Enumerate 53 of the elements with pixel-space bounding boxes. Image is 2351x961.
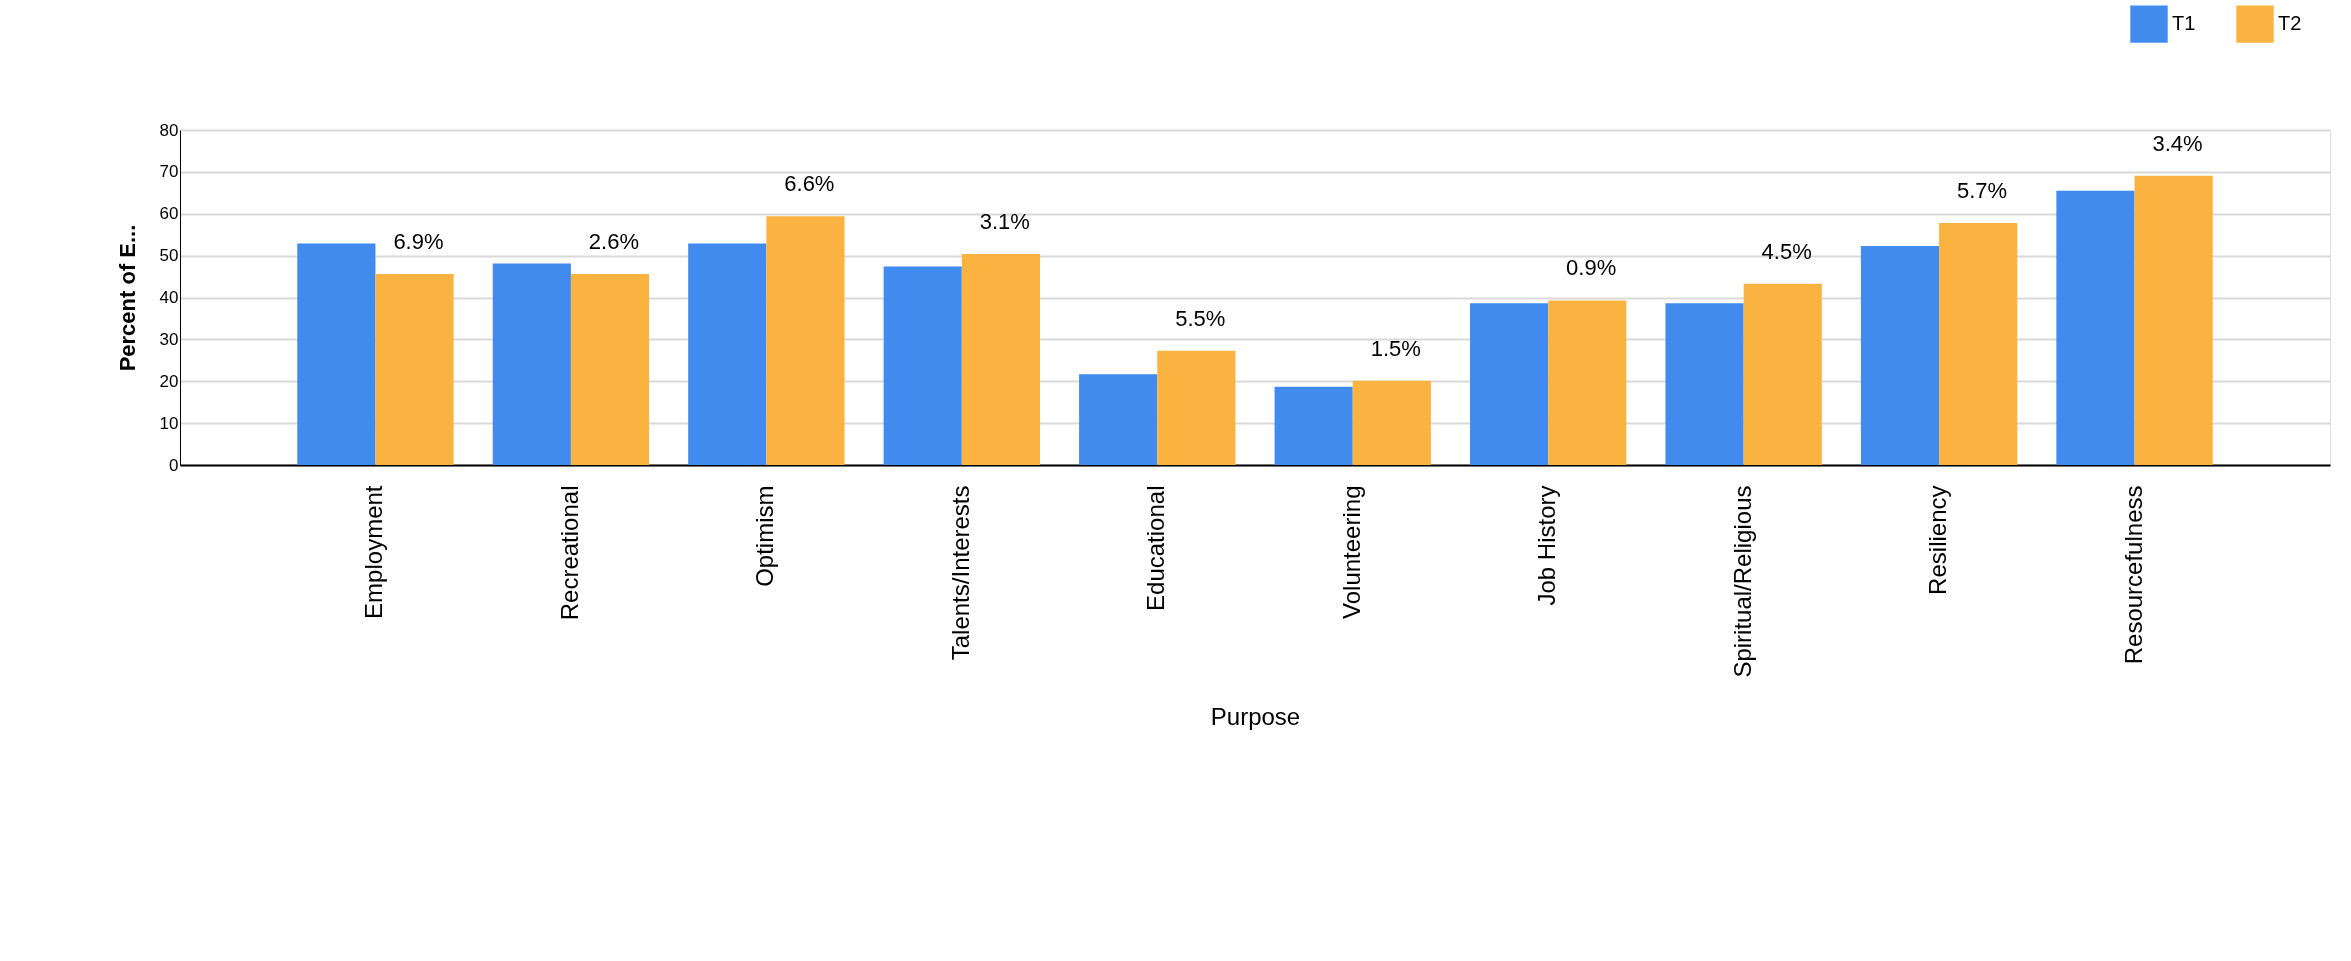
y-axis-title: Percent of E... bbox=[114, 224, 140, 372]
annotation: 6.9% bbox=[393, 229, 444, 255]
annotation: 5.7% bbox=[1957, 177, 2008, 203]
annotation: 6.6% bbox=[784, 171, 835, 197]
y-tick-label: 30 bbox=[159, 329, 179, 349]
y-tick-label: 10 bbox=[159, 413, 179, 433]
bar bbox=[1157, 350, 1236, 465]
y-tick-label: 40 bbox=[159, 288, 179, 307]
annotation: 0.9% bbox=[1566, 255, 1617, 281]
annotation: 3.4% bbox=[2152, 130, 2203, 156]
annotation: 3.1% bbox=[979, 208, 1030, 234]
bar bbox=[1548, 300, 1627, 465]
y-tick-label: 20 bbox=[159, 371, 179, 391]
x-tick-label: Recreational bbox=[555, 485, 583, 621]
y-tick-label: 70 bbox=[159, 162, 179, 182]
annotation: 4.5% bbox=[1761, 238, 1812, 264]
bar bbox=[492, 263, 571, 465]
bar bbox=[1274, 386, 1353, 465]
x-tick-label: Resiliency bbox=[1924, 485, 1952, 595]
bar bbox=[1470, 303, 1549, 465]
x-tick-label: Spiritual/Religious bbox=[1728, 485, 1756, 678]
annotation: 5.5% bbox=[1175, 305, 1226, 331]
x-tick-label: Optimism bbox=[751, 485, 779, 587]
x-tick-label: Volunteering bbox=[1337, 485, 1365, 619]
bar bbox=[375, 274, 454, 465]
y-tick-label: 60 bbox=[159, 204, 179, 224]
bar bbox=[1743, 283, 1822, 465]
legend-label: T1 bbox=[2172, 12, 2196, 35]
x-tick-label: Resourcefulness bbox=[2119, 485, 2147, 665]
bar bbox=[1860, 245, 1940, 465]
bar bbox=[2056, 190, 2135, 465]
bar bbox=[1939, 222, 2018, 465]
bar bbox=[961, 253, 1040, 465]
x-tick-label: Job History bbox=[1533, 485, 1561, 606]
x-tick-label: Employment bbox=[360, 485, 388, 619]
bar bbox=[688, 243, 767, 465]
bar bbox=[1352, 380, 1431, 465]
y-tick-label: 0 bbox=[169, 455, 179, 475]
y-tick-label: 80 bbox=[159, 120, 179, 140]
annotation: 1.5% bbox=[1370, 335, 1421, 361]
bar bbox=[2134, 175, 2213, 465]
bar bbox=[570, 274, 650, 465]
bar bbox=[297, 243, 376, 465]
y-tick-label: 50 bbox=[159, 246, 179, 266]
x-axis-title: Purpose bbox=[1210, 702, 1301, 730]
bar bbox=[766, 216, 845, 465]
bar bbox=[1665, 303, 1744, 465]
bar bbox=[883, 266, 962, 465]
x-tick-label: Educational bbox=[1142, 485, 1170, 611]
bar bbox=[1079, 374, 1158, 465]
annotation: 2.6% bbox=[588, 229, 639, 255]
legend-label: T2 bbox=[2278, 12, 2302, 35]
x-tick-label: Talents/Interests bbox=[946, 485, 974, 661]
